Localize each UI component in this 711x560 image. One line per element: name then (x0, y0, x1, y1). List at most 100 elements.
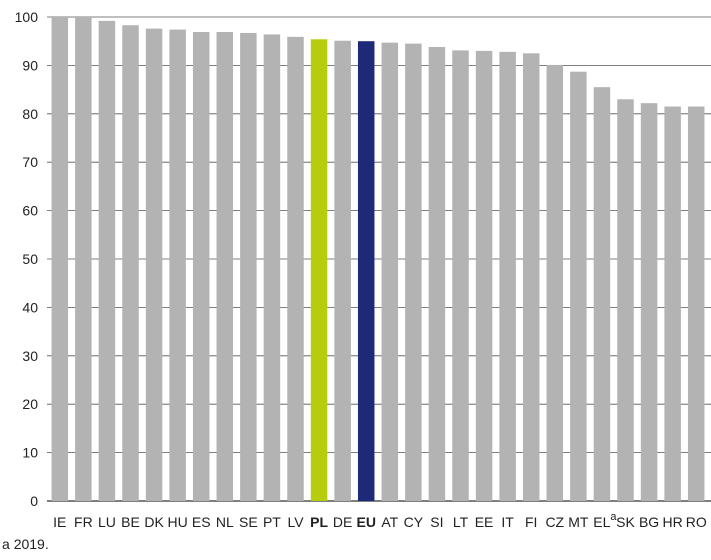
category-name: EL (593, 514, 610, 530)
category-name: NL (216, 514, 234, 530)
bar (522, 53, 540, 502)
category-name: SI (430, 514, 443, 530)
x-tick-label: DK (144, 514, 164, 530)
category-name: HU (168, 514, 188, 530)
footnote: a 2019. (2, 536, 49, 552)
x-tick-label: LU (98, 514, 116, 530)
category-name: BG (639, 514, 659, 530)
category-name: ES (192, 514, 211, 530)
x-tick-label: SE (239, 514, 258, 530)
y-tick-label: 30 (22, 348, 38, 364)
bar (75, 17, 92, 501)
bar (593, 87, 611, 502)
x-tick-label: FR (74, 514, 93, 530)
bar (640, 103, 658, 501)
bar-chart: 0 10 20 30 40 50 60 70 80 90 100 IE FR LU BE DK HU ES NL SE… (15, 9, 711, 530)
bar (570, 71, 587, 501)
category-name: LU (98, 514, 116, 530)
x-tick-label: HU (168, 514, 188, 530)
bar (664, 106, 681, 501)
bar (428, 47, 446, 502)
bar (145, 28, 163, 502)
bar (546, 64, 564, 501)
x-tick-label: PL (310, 514, 328, 530)
x-tick-label: SI (430, 514, 443, 530)
y-tick-label: 90 (22, 57, 38, 73)
x-tick-label: LT (453, 514, 469, 530)
x-tick-label: PT (263, 514, 281, 530)
y-tick-label: 60 (22, 203, 38, 219)
category-name: DK (144, 514, 164, 530)
x-tick-label: SK (616, 514, 635, 530)
category-name: EE (475, 514, 494, 530)
x-tick-label: ES (192, 514, 211, 530)
bar (499, 51, 516, 502)
y-tick-label: 20 (22, 396, 38, 412)
x-tick-label: DE (333, 514, 352, 530)
bar (357, 41, 375, 501)
y-tick-label: 10 (22, 445, 38, 461)
category-name: RO (686, 514, 707, 530)
bar (381, 42, 399, 501)
category-name: CY (404, 514, 424, 530)
x-tick-label: RO (686, 514, 707, 530)
bar (310, 39, 328, 501)
category-name: SK (616, 514, 635, 530)
bar (287, 36, 304, 502)
x-tick-label: BG (639, 514, 659, 530)
x-tick-label: IE (53, 514, 66, 530)
bar (98, 20, 116, 501)
x-tick-label: BE (121, 514, 140, 530)
category-name: PT (263, 514, 281, 530)
bar (122, 25, 139, 502)
bar (617, 99, 634, 501)
y-tick-label: 0 (30, 493, 38, 509)
bar (216, 32, 234, 502)
x-tick-label: AT (381, 514, 398, 530)
category-name: DE (333, 514, 352, 530)
category-name: IE (53, 514, 66, 530)
category-name: CZ (545, 514, 564, 530)
y-tick-label: 70 (22, 154, 38, 170)
footnote-marker: a (2, 536, 10, 552)
category-name: FR (74, 514, 93, 530)
x-tick-label: EE (475, 514, 494, 530)
bar (192, 32, 210, 502)
x-tick-label: CY (404, 514, 424, 530)
category-name: LT (453, 514, 469, 530)
bar (263, 34, 281, 501)
category-name: MT (568, 514, 589, 530)
y-tick-label: 100 (15, 9, 39, 25)
bar (240, 32, 257, 502)
x-tick-label: HR (663, 514, 683, 530)
category-name: HR (663, 514, 683, 530)
x-tick-label: ELa (593, 511, 617, 530)
y-tick-label: 40 (22, 299, 38, 315)
bar (475, 50, 493, 501)
bar (51, 17, 69, 501)
bar (452, 50, 469, 502)
category-name: IT (501, 514, 514, 530)
x-tick-label: CZ (545, 514, 564, 530)
x-tick-label: EU (356, 514, 375, 530)
category-name: PL (310, 514, 328, 530)
x-tick-label: LV (287, 514, 304, 530)
category-superscript: a (610, 511, 617, 523)
y-tick-label: 50 (22, 251, 38, 267)
category-name: FI (525, 514, 537, 530)
footnote-text: 2019. (13, 536, 49, 552)
category-name: SE (239, 514, 258, 530)
category-name: AT (381, 514, 398, 530)
bar (687, 106, 705, 501)
x-tick-label: IT (501, 514, 514, 530)
x-tick-label: NL (216, 514, 234, 530)
x-tick-label: MT (568, 514, 589, 530)
bar (169, 29, 186, 502)
category-name: LV (287, 514, 304, 530)
bar (405, 43, 422, 502)
bar (334, 40, 351, 501)
category-name: EU (356, 514, 375, 530)
y-tick-label: 80 (22, 106, 38, 122)
x-tick-label: FI (525, 514, 537, 530)
category-name: BE (121, 514, 140, 530)
